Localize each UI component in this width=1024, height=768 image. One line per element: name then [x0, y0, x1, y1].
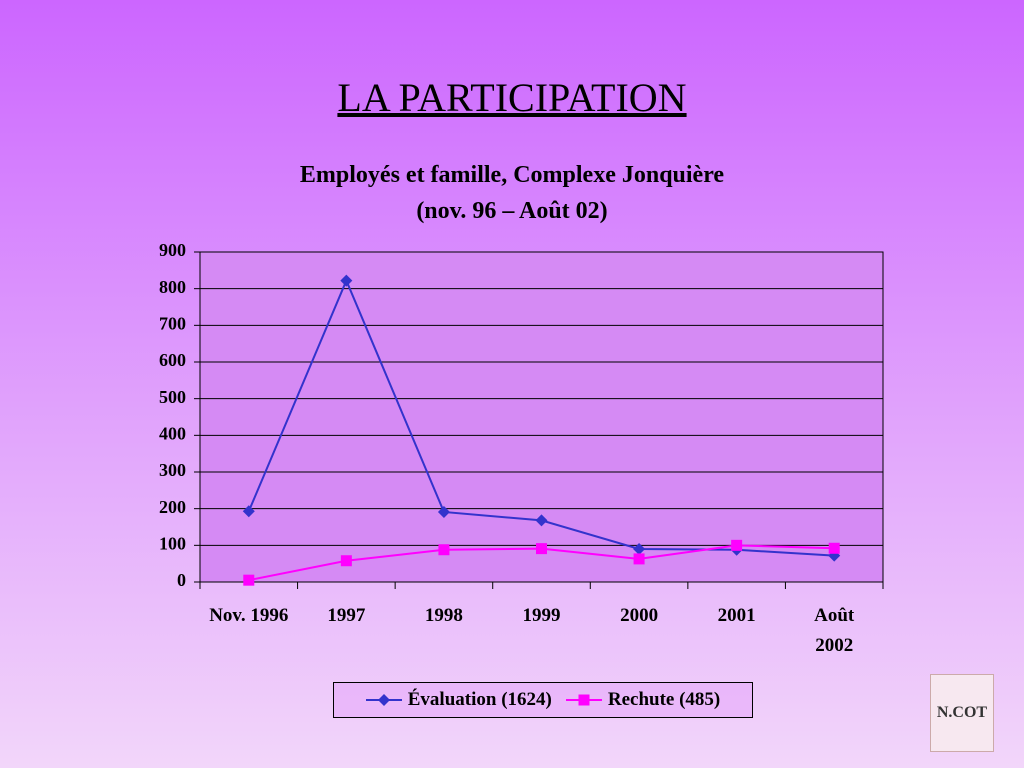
data-point	[243, 574, 255, 586]
plot-area	[199, 251, 884, 583]
y-tick-label: 900	[159, 240, 186, 260]
data-point	[437, 505, 450, 518]
data-point	[731, 539, 743, 551]
y-tick-label: 0	[177, 570, 186, 590]
data-point	[242, 505, 255, 518]
data-point	[633, 543, 646, 555]
y-tick-label: 100	[159, 533, 186, 553]
x-tick-label: 2001	[717, 605, 756, 626]
data-point	[340, 555, 352, 567]
y-tick-label: 200	[159, 497, 186, 517]
x-tick-label: Nov. 1996	[209, 605, 289, 626]
x-tick-label: 1998	[424, 605, 463, 626]
data-point	[438, 544, 450, 556]
data-point	[535, 514, 548, 527]
y-tick-label: 500	[159, 387, 186, 407]
chart-subtitle: Employés et famille, Complexe Jonquière	[299, 162, 725, 188]
y-tick-label: 600	[159, 350, 186, 370]
x-tick-label: 1999	[522, 605, 561, 626]
data-point	[536, 543, 547, 555]
y-tick-label: 300	[159, 460, 186, 480]
logo: N.COT	[930, 674, 994, 752]
x-tick-label: 2000	[620, 605, 659, 626]
y-tick-label: 800	[159, 277, 186, 297]
x-tick-label: 1997	[327, 605, 366, 626]
y-tick-label: 700	[159, 313, 186, 333]
legend: Évaluation (1624) Rechute (485)	[333, 682, 753, 718]
legend-swatch	[365, 694, 402, 706]
chart-subtitle: (nov. 96 – Août 02)	[416, 198, 608, 224]
data-point	[828, 542, 840, 554]
data-point	[340, 274, 353, 287]
data-point	[633, 553, 645, 565]
y-tick-label: 400	[159, 423, 186, 443]
legend-marker	[578, 694, 590, 706]
legend-marker	[377, 694, 390, 706]
legend-item: Évaluation (1624)	[365, 689, 552, 711]
x-tick-label: Août 2002	[814, 605, 855, 656]
slide-title: LA PARTICIPATION	[337, 75, 687, 120]
legend-label: Évaluation (1624)	[407, 689, 552, 710]
legend-swatch	[565, 694, 602, 706]
legend-label: Rechute (485)	[607, 689, 721, 710]
legend-item: Rechute (485)	[565, 689, 721, 711]
